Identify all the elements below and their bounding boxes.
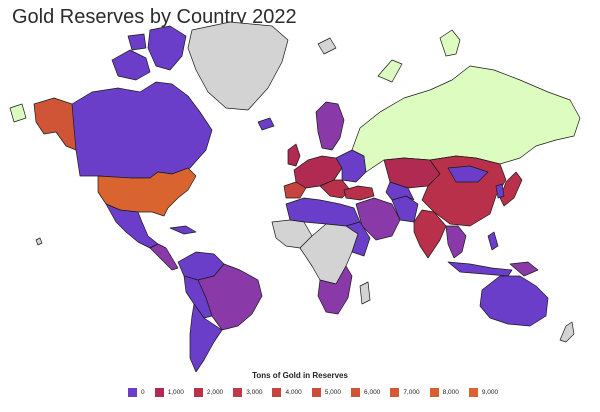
region-canada bbox=[71, 81, 213, 179]
region-southeast-asia bbox=[445, 225, 467, 259]
legend-swatch bbox=[351, 387, 361, 397]
legend-label: 4,000 bbox=[285, 388, 302, 396]
region-central-america bbox=[149, 243, 179, 271]
region-new-guinea bbox=[509, 261, 539, 277]
region-korea bbox=[495, 183, 505, 199]
region-greenland bbox=[187, 21, 289, 111]
legend-item: 4,000 bbox=[272, 387, 302, 397]
legend-item: 9,000 bbox=[468, 387, 499, 397]
region-southern-africa bbox=[317, 265, 353, 315]
legend-item: 5,000 bbox=[311, 387, 342, 397]
region-chukotka bbox=[9, 103, 27, 123]
region-iceland bbox=[257, 117, 275, 131]
legend-swatch bbox=[128, 387, 137, 397]
region-alaska bbox=[33, 97, 77, 151]
region-russia-islands bbox=[439, 29, 461, 57]
region-peru-bolivia bbox=[183, 275, 213, 319]
legend-item: 8,000 bbox=[429, 387, 459, 397]
legend-swatch bbox=[311, 387, 321, 397]
legend-item: 3,000 bbox=[233, 387, 263, 397]
region-cuba bbox=[169, 225, 197, 235]
region-russia bbox=[351, 65, 581, 173]
region-canada-arctic-3 bbox=[127, 33, 147, 51]
legend-item: 6,000 bbox=[351, 387, 381, 397]
region-iberia bbox=[283, 181, 307, 199]
legend-swatch bbox=[468, 387, 478, 397]
region-japan bbox=[499, 171, 523, 207]
legend-swatch bbox=[429, 387, 439, 397]
legend-label: 8,000 bbox=[442, 388, 459, 396]
region-india bbox=[413, 209, 447, 259]
legend-swatch bbox=[233, 387, 243, 397]
region-new-zealand bbox=[559, 321, 575, 343]
legend-swatch bbox=[154, 387, 164, 397]
region-indonesia bbox=[447, 261, 513, 277]
legend-label: 9,000 bbox=[481, 388, 499, 396]
legend-title: Tons of Gold in Reserves bbox=[252, 371, 348, 380]
legend-item: 2,000 bbox=[193, 387, 224, 397]
region-australia bbox=[479, 275, 549, 327]
world-map bbox=[9, 21, 581, 372]
page-title: Gold Reserves by Country 2022 bbox=[12, 6, 297, 28]
legend-label: 2,000 bbox=[206, 388, 224, 396]
legend-swatch bbox=[390, 387, 400, 397]
legend-item: 7,000 bbox=[390, 387, 420, 397]
region-turkey bbox=[343, 185, 375, 201]
legend-label: 5,000 bbox=[324, 388, 342, 396]
region-east-africa bbox=[345, 221, 371, 257]
region-hawaii bbox=[35, 237, 43, 246]
region-svalbard bbox=[317, 37, 337, 55]
region-scandinavia bbox=[315, 101, 345, 151]
legend-label: 6,000 bbox=[364, 388, 381, 396]
legend: 0 1,000 2,000 3,000 4,000 5,000 6,000 7,000 8,00… bbox=[128, 385, 508, 399]
legend-swatch bbox=[272, 387, 282, 397]
region-philippines bbox=[487, 231, 499, 251]
region-mongolia bbox=[447, 165, 489, 183]
legend-item: 0 bbox=[128, 387, 145, 397]
legend-item: 1,000 bbox=[154, 387, 184, 397]
legend-label: 3,000 bbox=[246, 388, 263, 396]
region-novaya-zemlya bbox=[377, 59, 403, 83]
region-madagascar bbox=[359, 281, 371, 305]
region-argentina-chile bbox=[189, 303, 223, 372]
legend-swatch bbox=[193, 387, 203, 397]
region-uk bbox=[287, 143, 301, 167]
region-canada-arctic-2 bbox=[147, 25, 187, 71]
legend-label: 1,000 bbox=[167, 388, 184, 396]
legend-label: 0 bbox=[141, 388, 145, 396]
region-central-asia bbox=[385, 181, 415, 201]
legend-label: 7,000 bbox=[403, 388, 420, 396]
region-canada-arctic bbox=[111, 49, 151, 81]
